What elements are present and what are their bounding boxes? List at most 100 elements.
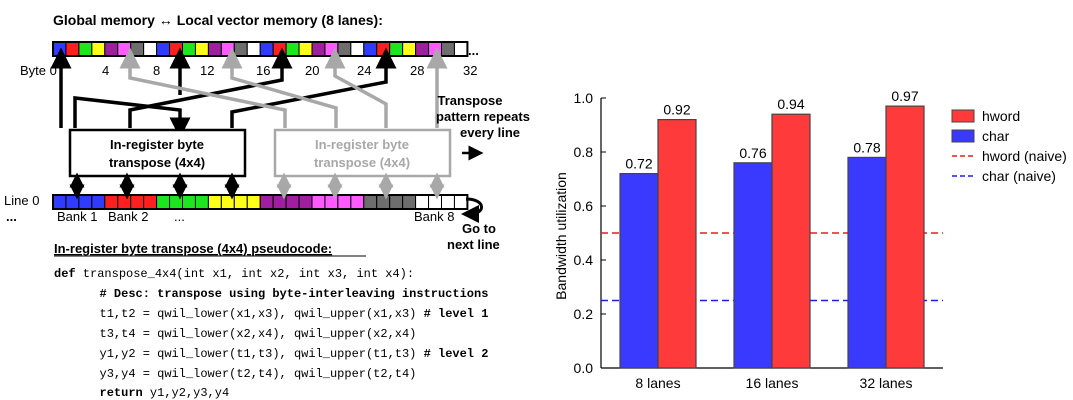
arrow-b8 [73,96,191,139]
code-line-2: # Desc: transpose using byte-interleavin… [54,284,511,301]
global-cell-9 [169,41,184,57]
global-cell-31 [453,41,468,57]
lane-row-border [52,194,469,210]
byte-label-8: 8 [153,63,160,78]
global-cell-26 [389,41,404,57]
global-memory-row [52,41,469,57]
transpose-box-left [68,128,247,178]
data-label-char-2: 0.78 [853,139,880,155]
lane-cell-29 [428,194,442,210]
byte-label-24: 24 [357,63,371,78]
byte-label-28: 28 [410,63,424,78]
next-line-note-line2: next line [447,237,500,252]
lane-cell-11 [194,194,209,210]
global-cell-19 [298,41,313,57]
global-cell-24 [363,41,378,57]
lane-cell-31 [453,194,468,210]
lane-cell-24 [363,194,378,210]
bar-hword-1 [771,113,811,369]
lane-cell-16 [259,194,274,210]
legend-label-1: char [982,128,1010,144]
global-cell-6 [130,41,145,57]
lane-cell-18 [285,194,300,210]
global-cell-12 [207,41,222,57]
lane-cell-25 [376,194,391,210]
box-to-lane-arrows [69,172,445,200]
global-cell-27 [402,41,417,57]
chart-plot-area: 0.0 0.2 0.4 0.6 0.8 1.0 0.72 0.92 8 lanes 0.76 0.9… [574,88,943,391]
global-cell-18 [285,41,300,57]
bar-char-1 [733,162,773,369]
diagram-title: Global memory ↔ Local vector memory (8 l… [53,12,383,28]
bar-char-0 [619,173,659,369]
byte-label-0: Byte 0 [20,63,57,78]
lane-cell-7 [143,194,158,210]
repeat-note-line3: every line [460,125,520,140]
lane-cell-4 [104,194,119,210]
legend-label-2: hword (naive) [982,148,1067,164]
global-cell-29 [428,41,442,57]
y-axis-label: Bandwidth utilization [553,172,569,300]
lane-cell-19 [298,194,313,210]
lane-cell-2 [78,194,93,210]
byte-label-20: 20 [305,63,319,78]
lane-cell-3 [91,194,106,210]
global-cell-8 [156,41,171,57]
global-cell-15 [246,41,261,57]
lane-cell-0 [52,194,67,210]
arrow-b24 [230,47,397,128]
x-tick-label-2: 32 lanes [860,375,913,391]
chart-legend: hword char hword (naive) char (naive) [951,108,1067,184]
y-tick-label-2: 0.4 [574,252,594,268]
lane-cell-23 [350,194,365,210]
global-cell-17 [272,41,287,57]
code-line-4: t3,t4 = qwil_lower(x2,x4), qwil_upper(x2… [54,324,439,341]
lane-cell-5 [117,194,132,210]
global-cell-14 [233,41,248,57]
bar-hword-0 [657,118,697,369]
transpose-box-left-line1: In-register byte [110,137,204,152]
global-cell-10 [182,41,196,57]
data-label-hword-0: 0.92 [663,102,690,118]
legend-swatch-1 [951,129,975,143]
top-row-ellipsis: ... [468,43,479,58]
global-cell-7 [143,41,158,57]
data-label-hword-2: 0.97 [891,88,918,104]
lane-cell-1 [65,194,80,210]
lane-cell-15 [246,194,261,210]
bank-2-label: Bank 2 [108,209,148,224]
next-line-arrow [461,197,483,223]
byte-label-12: 12 [200,63,214,78]
lane-cell-22 [337,194,352,210]
global-cell-2 [78,41,93,57]
pseudocode-block: def transpose_4x4(int x1, int x2, int x3… [54,267,511,400]
x-tick-label-0: 8 lanes [635,375,680,391]
data-label-hword-1: 0.94 [777,96,804,112]
y-tick-label-5: 1.0 [574,90,594,106]
global-cell-23 [350,41,365,57]
data-label-char-1: 0.76 [739,145,766,161]
lane-cell-28 [415,194,430,210]
global-cell-21 [324,41,339,57]
legend-label-3: char (naive) [982,168,1056,184]
repeat-note-line1: Transpose [437,93,502,108]
global-cell-22 [337,41,352,57]
arrow-g20 [324,47,388,128]
global-cell-5 [117,41,132,57]
lane-cell-26 [389,194,404,210]
global-cell-16 [259,41,274,57]
byte-label-16: 16 [256,63,270,78]
lane-cell-14 [233,194,248,210]
lane-cell-27 [402,194,417,210]
global-cell-25 [376,41,391,57]
x-tick-label-1: 16 lanes [746,375,799,391]
code-line-1: def transpose_4x4(int x1, int x2, int x3… [54,267,414,281]
transpose-box-right [273,128,452,178]
lane-cell-17 [272,194,287,210]
global-cell-13 [220,41,235,57]
y-tick-label-4: 0.8 [574,144,594,160]
legend-swatch-0 [951,109,975,123]
repeat-note-line2: pattern repeats [436,109,530,124]
bar-hword-2 [885,105,925,369]
byte-labels: Byte 0 4 8 12 16 20 24 28 32 [20,63,477,78]
